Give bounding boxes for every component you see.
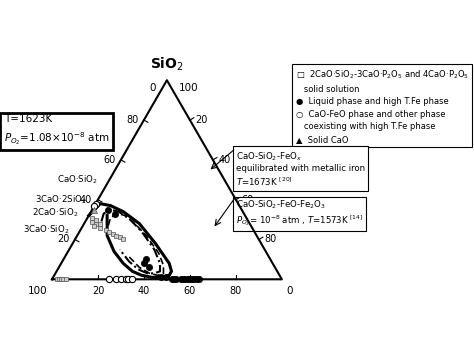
Text: T=1623K
$P_{O_2}$=1.08×10$^{-8}$ atm: T=1623K $P_{O_2}$=1.08×10$^{-8}$ atm: [4, 114, 109, 147]
Text: 40: 40: [138, 286, 150, 296]
Text: 60: 60: [103, 155, 115, 165]
Text: 20: 20: [57, 234, 69, 245]
Text: 40: 40: [219, 155, 231, 165]
Text: CaO-SiO$_2$-FeO$_x$
equilibrated with metallic iron
$T$=1673K $^{[20]}$: CaO-SiO$_2$-FeO$_x$ equilibrated with me…: [236, 150, 365, 188]
Text: 0: 0: [286, 286, 293, 296]
Text: CaO-SiO$_2$-FeO-Fe$_2$O$_3$
$P_{O_2}$= 10$^{-8}$ atm , $T$=1573K $^{[14]}$: CaO-SiO$_2$-FeO-Fe$_2$O$_3$ $P_{O_2}$= 1…: [236, 199, 363, 228]
Text: 40: 40: [80, 195, 92, 205]
Text: 2CaO·SiO$_2$: 2CaO·SiO$_2$: [32, 207, 79, 219]
Text: CaO·SiO$_2$: CaO·SiO$_2$: [57, 173, 98, 186]
Text: 0: 0: [149, 82, 155, 92]
Text: 100: 100: [28, 286, 47, 296]
Text: 3CaO·SiO$_2$: 3CaO·SiO$_2$: [23, 223, 69, 236]
Text: 60: 60: [242, 195, 254, 205]
Text: SiO$_2$: SiO$_2$: [150, 56, 184, 73]
Text: 100: 100: [178, 82, 198, 92]
Text: 60: 60: [184, 286, 196, 296]
Text: 3CaO·2SiO$_2$: 3CaO·2SiO$_2$: [35, 193, 86, 206]
Text: 20: 20: [92, 286, 104, 296]
Text: 80: 80: [264, 234, 277, 245]
Text: 80: 80: [230, 286, 242, 296]
Text: 80: 80: [126, 115, 138, 125]
Text: □  2CaO·SiO$_2$-3CaO·P$_2$O$_5$ and 4CaO·P$_2$O$_5$
   solid solution
●  Liquid : □ 2CaO·SiO$_2$-3CaO·P$_2$O$_5$ and 4CaO·…: [296, 69, 469, 144]
Text: 20: 20: [196, 115, 208, 125]
